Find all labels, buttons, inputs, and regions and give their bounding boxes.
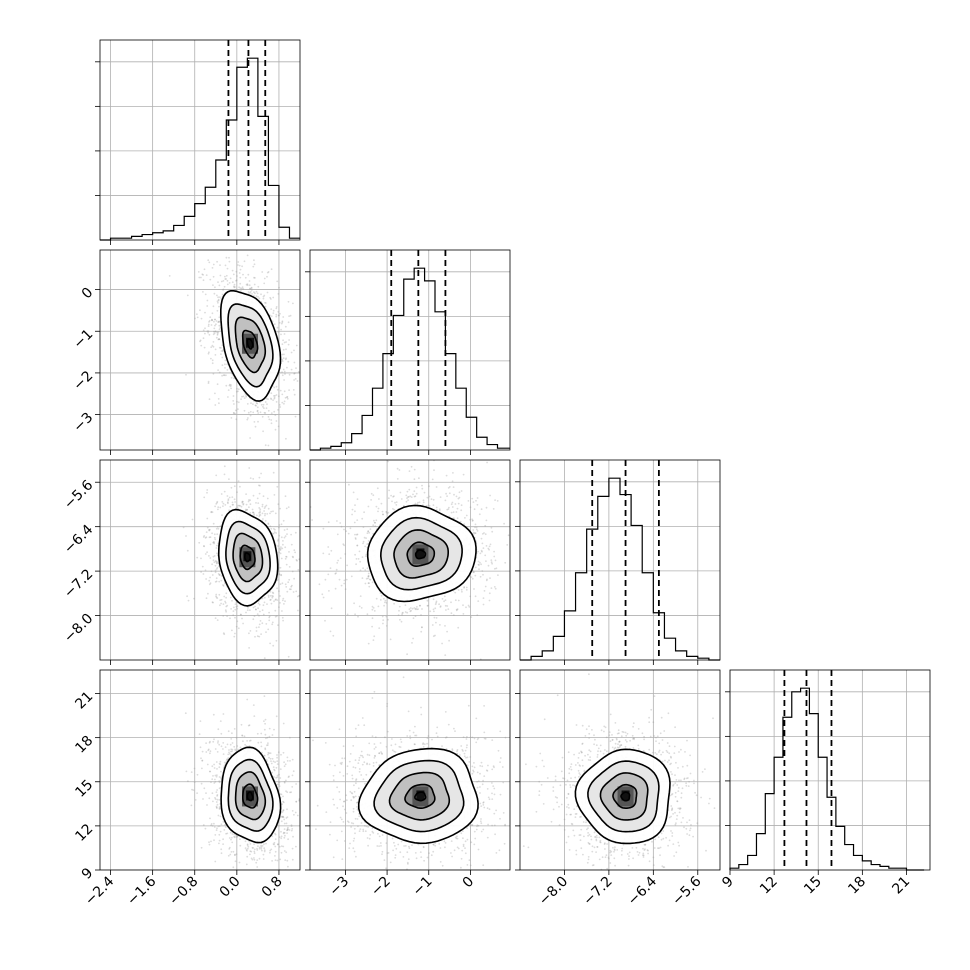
y-tick-label-2-0: −8.0: [61, 611, 96, 646]
y-tick-label-2-3: −5.6: [61, 477, 96, 512]
pair-frame-5: [519, 669, 721, 871]
density-core-2: [412, 544, 429, 565]
pair-panel-0-2: [95, 459, 301, 665]
x-tick-label-0-1: −1.6: [124, 873, 159, 908]
x-tick-label-2-0: −8.0: [536, 874, 571, 909]
contour-line-5-core: [620, 791, 631, 802]
y-tick-label-2-1: −7.2: [61, 566, 96, 601]
contour-line-3-2: [234, 771, 267, 821]
contour-line-4-2: [388, 771, 451, 821]
contour-line-2-core: [414, 549, 427, 560]
x-tick-label-3-2: 15: [801, 874, 825, 898]
pair-frame-2: [309, 459, 511, 661]
x-tick-label-2-2: −6.4: [625, 873, 660, 908]
y-tick-label-3-4: 21: [72, 689, 96, 713]
hist-frame-1: [309, 249, 511, 451]
density-core-0: [242, 333, 258, 354]
hist-step-3: [729, 687, 925, 871]
hist-step-1: [310, 267, 510, 451]
contour-line-3-3: [242, 783, 259, 809]
pair-panel-1-2: [305, 459, 511, 665]
density-core-4: [412, 786, 429, 807]
contour-line-1-3: [239, 544, 256, 571]
contour-line-1-1: [225, 520, 271, 595]
y-tick-label-3-2: 15: [72, 777, 96, 801]
contour-line-5-0: [574, 748, 671, 845]
contour-line-0-core: [246, 338, 254, 350]
contour-line-4-0: [357, 747, 479, 845]
contour-line-2-2: [393, 529, 449, 579]
pair-frame-0: [99, 249, 301, 451]
contour-line-5-3: [612, 783, 638, 809]
x-tick-label-1-3: 0: [460, 874, 478, 892]
pair-panel-2-3: [515, 669, 721, 875]
contour-line-2-0: [366, 504, 477, 603]
hist-panel-1: [305, 249, 511, 455]
x-tick-label-0-4: 0.8: [259, 874, 286, 901]
hist-panel-2: [515, 459, 721, 665]
contour-line-1-0: [217, 508, 279, 607]
contour-line-4-core: [414, 791, 427, 802]
x-tick-label-1-2: −1: [410, 874, 436, 900]
contour-line-3-core: [246, 791, 254, 802]
y-tick-label-3-1: 12: [72, 821, 96, 845]
hist-panel-0: [95, 39, 301, 245]
x-tick-label-1-1: −2: [368, 874, 394, 900]
contour-line-4-3: [404, 783, 436, 809]
y-tick-label-1-2: −1: [70, 326, 96, 352]
pair-frame-4: [309, 669, 511, 871]
x-tick-label-3-4: 21: [889, 874, 913, 898]
x-tick-label-3-0: 9: [719, 874, 737, 892]
contour-line-1-core: [244, 552, 251, 563]
contour-line-0-1: [227, 303, 274, 388]
y-tick-label-1-3: 0: [79, 285, 97, 303]
x-tick-label-0-2: −0.8: [166, 874, 201, 909]
pair-panel-1-3: [305, 669, 511, 875]
pair-frame-3: [99, 669, 301, 871]
hist-panel-3: [725, 669, 931, 875]
contour-line-1-2: [232, 532, 264, 583]
pair-panel-0-3: [95, 669, 301, 875]
contour-line-2-3: [406, 541, 436, 568]
density-core-3: [242, 786, 258, 807]
x-tick-label-2-1: −7.2: [580, 874, 615, 909]
y-tick-label-3-0: 9: [79, 865, 97, 883]
x-tick-label-3-1: 12: [757, 874, 781, 898]
contour-line-5-2: [599, 772, 649, 821]
contour-line-4-1: [373, 759, 465, 833]
y-tick-label-1-1: −2: [70, 368, 96, 394]
contour-line-3-1: [227, 758, 274, 832]
y-tick-label-2-2: −6.4: [61, 522, 96, 557]
contour-line-5-1: [587, 760, 660, 833]
x-tick-label-2-3: −5.6: [669, 873, 704, 908]
contour-line-0-3: [241, 329, 259, 359]
x-tick-label-0-3: 0.0: [217, 874, 244, 901]
hist-frame-0: [99, 39, 301, 241]
hist-frame-2: [519, 459, 721, 661]
density-core-1: [239, 547, 256, 568]
contour-line-0-0: [220, 290, 282, 402]
density-core-5: [617, 786, 634, 807]
hist-step-2: [520, 477, 720, 661]
hist-step-0: [100, 57, 300, 241]
pair-panel-0-1: [95, 249, 301, 455]
contour-line-3-0: [220, 746, 282, 844]
pair-frame-1: [99, 459, 301, 661]
x-tick-label-1-0: −3: [326, 874, 352, 900]
contour-line-0-2: [234, 316, 267, 374]
contour-line-2-1: [379, 516, 463, 591]
y-tick-label-3-3: 18: [72, 733, 96, 757]
hist-frame-3: [729, 669, 931, 871]
y-tick-label-1-0: −3: [70, 410, 96, 436]
x-tick-label-3-3: 18: [845, 874, 869, 898]
